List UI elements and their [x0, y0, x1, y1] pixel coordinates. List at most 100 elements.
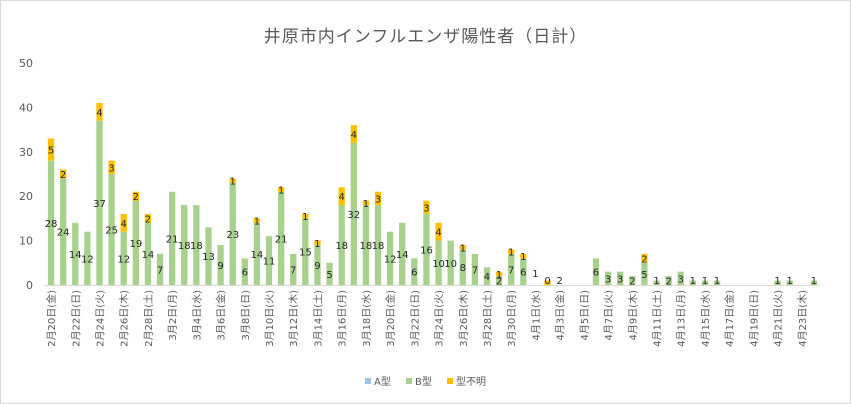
bar-segment [60, 178, 67, 285]
x-tick-label: 4月9日(木) [627, 290, 639, 341]
x-tick-label: 3月14日(土) [311, 290, 324, 347]
bar-segment [169, 191, 176, 285]
data-label: 24 [57, 228, 70, 239]
x-tick-label: 4月13日(月) [676, 290, 688, 347]
x-tick-label: 2月20日(金) [45, 290, 58, 347]
data-label: 9 [217, 261, 223, 272]
bar-segment [653, 280, 660, 285]
data-label: 10 [444, 259, 457, 270]
data-label: 2 [133, 192, 139, 203]
data-label: 7 [157, 265, 163, 276]
bar-segment [302, 218, 309, 285]
data-label: 1 [496, 270, 502, 281]
data-label: 2 [641, 254, 647, 265]
bar-segment [471, 253, 479, 285]
data-label: 2 [60, 170, 66, 181]
x-tick-label: 2月22日(日) [70, 290, 82, 347]
data-label: 3 [678, 274, 684, 285]
bar-segment [386, 231, 394, 285]
data-label: 14 [69, 250, 82, 261]
data-label: 18 [335, 241, 348, 252]
data-label: 3 [423, 203, 429, 214]
x-tick-label: 4月5日(日) [579, 290, 591, 341]
data-label: 32 [347, 210, 360, 221]
bar-segment [689, 280, 696, 285]
data-label: 1 [363, 199, 369, 210]
bar-segment [181, 205, 188, 285]
x-tick-label: 4月15日(水) [700, 290, 712, 347]
x-tick-label: 3月6日(金) [215, 290, 228, 341]
x-tick-label: 4月19日(日) [748, 290, 760, 347]
bar-segment [544, 280, 551, 285]
data-label: 14 [142, 250, 155, 261]
x-tick-label: 3月12日(木) [288, 290, 300, 347]
x-tick-label: 2月24日(火) [94, 290, 106, 347]
data-label: 14 [396, 250, 409, 261]
bar-segment [290, 253, 297, 285]
bar-segment [508, 253, 515, 285]
data-label: 2 [496, 277, 502, 288]
x-tick-label: 3月8日(日) [240, 290, 252, 341]
bar-segment [96, 102, 103, 121]
bar-segment [629, 276, 636, 285]
x-tick-label: 3月26日(木) [458, 290, 470, 347]
x-tick-label: 4月1日(水) [530, 290, 542, 341]
bar-segment [108, 174, 115, 285]
data-label: 6 [411, 268, 417, 279]
bar-segment [326, 262, 333, 285]
bar-segment [713, 280, 721, 285]
data-label: 25 [105, 226, 118, 237]
bar-segment [338, 187, 345, 206]
bar-segment [399, 222, 406, 285]
y-axis: 0 10 20 30 40 50 [19, 57, 33, 292]
data-label: 6 [242, 268, 248, 279]
bar-segment [241, 258, 248, 285]
data-label: 5 [326, 270, 332, 281]
data-label: 1 [302, 212, 308, 223]
legend-label: A型 [374, 375, 391, 388]
bar-segment [604, 271, 612, 285]
bar-segment [156, 253, 164, 285]
bar-segment [265, 236, 273, 285]
data-label: 7 [508, 265, 514, 276]
bar-segment [205, 227, 212, 285]
bar-segment [435, 240, 442, 285]
x-tick-label: 4月23日(木) [797, 290, 809, 347]
bar-segment [144, 213, 152, 223]
legend-label: 型不明 [456, 375, 486, 388]
bar-segment [423, 213, 430, 285]
bar-segment [774, 280, 781, 285]
y-tick-label: 0 [26, 279, 33, 292]
x-axis: 2月20日(金) 2月22日(日) 2月24日(火) 2月26日(木) 2月28日(土)… [45, 285, 820, 347]
x-tick-label: 3月22日(日) [409, 290, 421, 347]
x-tick-label: 3月10日(火) [264, 290, 276, 347]
data-label: 1 [714, 276, 720, 287]
data-label: 9 [314, 261, 320, 272]
bar-segment [96, 120, 103, 285]
data-label: 2 [145, 214, 151, 225]
data-label: 21 [275, 234, 288, 245]
bar-segment [277, 191, 285, 285]
data-label: 1 [774, 276, 780, 287]
bar-segment [677, 271, 684, 285]
bar-segment [641, 253, 648, 263]
bar-segment [229, 182, 236, 285]
bar-segment [495, 276, 503, 285]
bar-segment [72, 222, 79, 285]
data-label: 4 [351, 130, 357, 141]
data-label: 4 [435, 228, 441, 239]
x-tick-label: 4月7日(火) [603, 290, 615, 341]
legend: A型 B型 型不明 [365, 375, 486, 388]
data-label: 14 [251, 250, 264, 261]
data-label: 1 [653, 276, 659, 287]
bar-segment [520, 258, 527, 285]
legend-swatch [365, 378, 371, 384]
bar-segment [362, 205, 370, 285]
x-tick-label: 3月30日(月) [506, 290, 518, 347]
data-label: 1 [520, 252, 526, 263]
bar-segment [374, 205, 382, 285]
bar-segment [302, 213, 309, 219]
data-label: 1 [460, 243, 466, 254]
